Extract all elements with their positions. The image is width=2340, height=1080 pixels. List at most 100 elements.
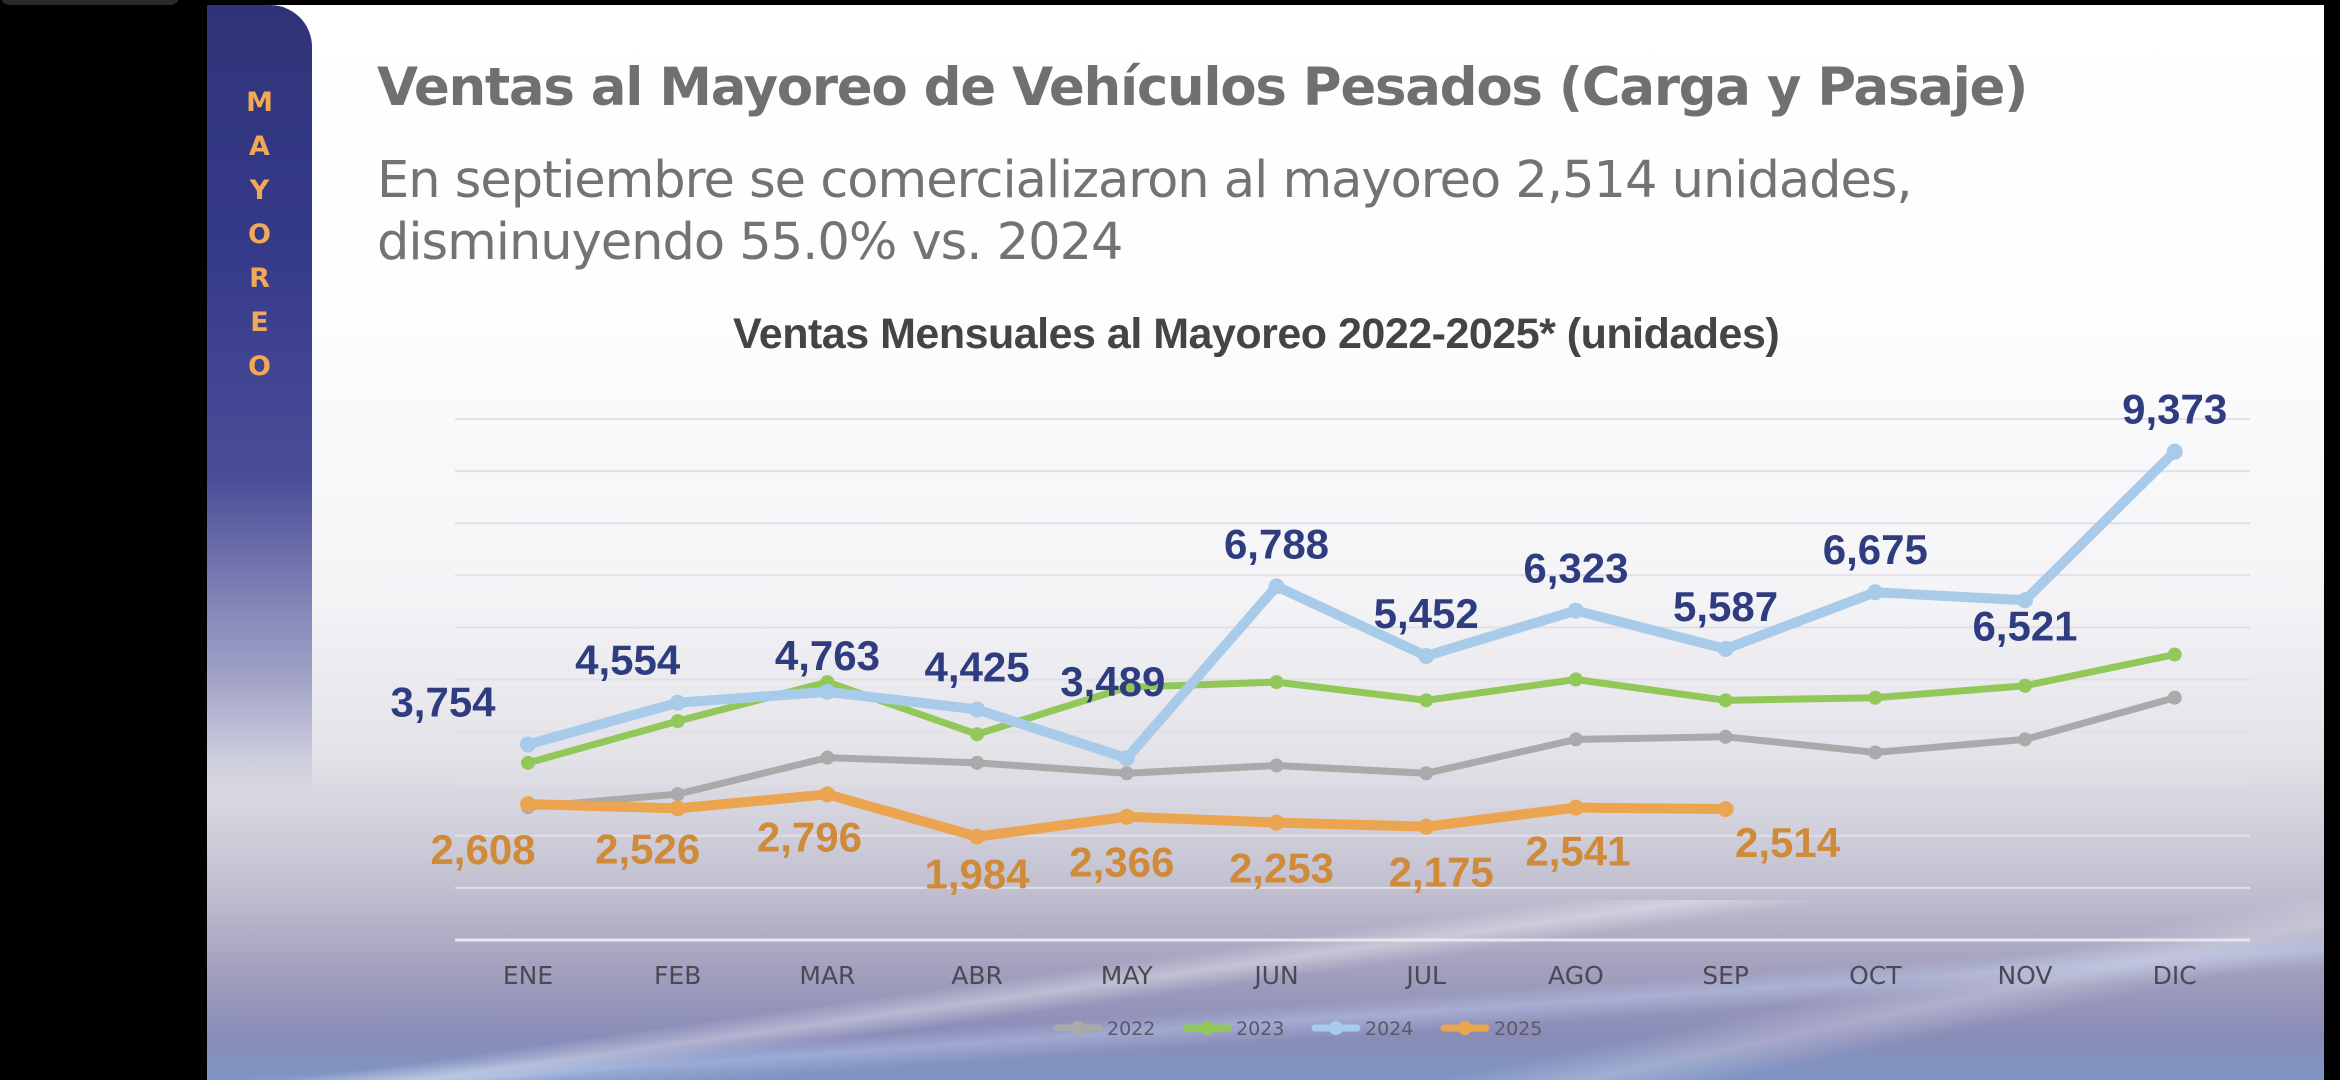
legend-label-2022: 2022 xyxy=(1107,1018,1155,1040)
data-label-2025: 2,541 xyxy=(1525,828,1630,875)
x-tick-label: JUL xyxy=(1404,961,1446,990)
data-label-2025: 1,984 xyxy=(925,851,1031,898)
x-tick-label: ENE xyxy=(503,961,553,990)
data-point-2022 xyxy=(970,755,985,770)
legend-label-2024: 2024 xyxy=(1365,1018,1413,1040)
data-point-2022 xyxy=(1718,729,1733,744)
sidebar-letter: O xyxy=(248,351,271,382)
data-label-2025: 2,608 xyxy=(430,826,535,873)
sidebar-letter: M xyxy=(246,87,273,118)
data-point-2023 xyxy=(1119,680,1134,695)
data-label-2025: 2,253 xyxy=(1229,845,1334,892)
x-tick-label: OCT xyxy=(1849,961,1902,990)
data-point-2023 xyxy=(670,714,685,729)
legend-marker-2025 xyxy=(1458,1021,1472,1035)
data-point-2024 xyxy=(1118,750,1135,767)
data-point-2025 xyxy=(669,800,686,817)
sidebar-letter: A xyxy=(249,131,270,162)
legend-marker-2023 xyxy=(1200,1021,1214,1035)
data-label-2024: 4,763 xyxy=(775,632,880,679)
page-title: Ventas al Mayoreo de Vehículos Pesados (… xyxy=(377,57,2028,118)
legend-label-2025: 2025 xyxy=(1494,1018,1542,1040)
data-point-2022 xyxy=(820,750,835,765)
data-label-2025: 2,514 xyxy=(1735,819,1841,866)
data-label-2024: 4,554 xyxy=(575,637,681,684)
data-point-2025 xyxy=(1118,808,1135,825)
sidebar-letter: E xyxy=(250,307,269,338)
data-point-2025 xyxy=(969,828,986,845)
x-tick-label: FEB xyxy=(654,961,701,990)
data-point-2023 xyxy=(1419,693,1434,708)
data-label-2025: 2,175 xyxy=(1389,849,1494,896)
x-tick-label: MAY xyxy=(1101,961,1154,990)
x-tick-label: SEP xyxy=(1702,961,1749,990)
data-label-2024: 9,373 xyxy=(2122,386,2227,433)
data-point-2023 xyxy=(1269,675,1284,690)
data-point-2022 xyxy=(1419,766,1434,781)
x-tick-label: MAR xyxy=(799,961,855,990)
data-point-2022 xyxy=(1269,758,1284,773)
data-point-2025 xyxy=(1567,799,1584,816)
data-label-2024: 5,452 xyxy=(1374,590,1479,637)
legend-marker-2022 xyxy=(1071,1021,1085,1035)
data-point-2024 xyxy=(1867,584,1884,601)
data-label-2024: 3,489 xyxy=(1060,658,1165,705)
data-point-2024 xyxy=(969,701,986,718)
data-point-2023 xyxy=(1568,672,1583,687)
data-point-2025 xyxy=(1418,818,1435,835)
data-point-2022 xyxy=(670,787,685,802)
data-point-2023 xyxy=(1718,693,1733,708)
sidebar-letter: Y xyxy=(249,175,270,206)
x-tick-label: NOV xyxy=(1997,961,2052,990)
data-point-2023 xyxy=(2018,678,2032,693)
legend: 2022 2023 2024 2025 xyxy=(1053,1018,1542,1040)
data-point-2024 xyxy=(1567,602,1584,619)
data-label-2024: 3,754 xyxy=(390,678,496,725)
data-point-2024 xyxy=(1268,578,1285,595)
legend-marker-2024 xyxy=(1329,1021,1343,1035)
data-label-2025: 2,526 xyxy=(595,825,700,872)
data-point-2025 xyxy=(520,796,536,813)
data-point-2024 xyxy=(1717,640,1734,657)
data-point-2024 xyxy=(1418,647,1435,664)
data-label-2025: 2,796 xyxy=(757,813,862,860)
x-tick-label: AGO xyxy=(1548,961,1604,990)
data-label-2024: 6,521 xyxy=(1972,602,2077,649)
data-point-2023 xyxy=(521,755,535,770)
data-label-2024: 5,587 xyxy=(1673,583,1778,630)
x-tick-label: JUN xyxy=(1252,961,1298,990)
x-axis-labels: ENE FEB MAR ABR MAY JUN JUL AGO SEP OCT NOV DIC xyxy=(503,961,2197,990)
data-point-2025 xyxy=(1268,814,1285,831)
series-line-2022 xyxy=(524,694,2179,811)
data-point-2022 xyxy=(2167,690,2182,705)
data-label-2024: 4,425 xyxy=(925,643,1030,690)
data-point-2025 xyxy=(1717,801,1734,818)
data-point-2024 xyxy=(669,694,686,711)
sidebar-letter: O xyxy=(248,219,271,250)
series-lines xyxy=(520,443,2183,845)
x-tick-label: ABR xyxy=(951,961,1003,990)
data-label-2024: 6,323 xyxy=(1523,545,1628,592)
data-point-2025 xyxy=(819,786,836,803)
data-point-2022 xyxy=(1568,732,1583,747)
sidebar-letter: R xyxy=(249,263,270,294)
chart-title: Ventas Mensuales al Mayoreo 2022-2025* (… xyxy=(733,310,1780,358)
data-point-2022 xyxy=(1119,766,1134,781)
series-line-2023 xyxy=(524,650,2179,767)
data-label-2024: 6,788 xyxy=(1224,520,1329,567)
x-tick-label: DIC xyxy=(2153,961,2197,990)
data-point-2024 xyxy=(2166,443,2183,460)
status-pill xyxy=(0,0,180,5)
page-subtitle: En septiembre se comercializaron al mayo… xyxy=(377,150,1913,274)
data-label-2025: 2,366 xyxy=(1069,839,1174,886)
data-point-2023 xyxy=(1868,690,1883,705)
data-point-2024 xyxy=(2017,592,2033,609)
data-point-2023 xyxy=(2167,647,2182,662)
data-label-2024: 6,675 xyxy=(1823,526,1928,573)
series-line-2024 xyxy=(523,446,2180,764)
subtitle-line-2: disminuyendo 55.0% vs. 2024 xyxy=(377,213,1123,272)
data-point-2023 xyxy=(970,727,985,742)
